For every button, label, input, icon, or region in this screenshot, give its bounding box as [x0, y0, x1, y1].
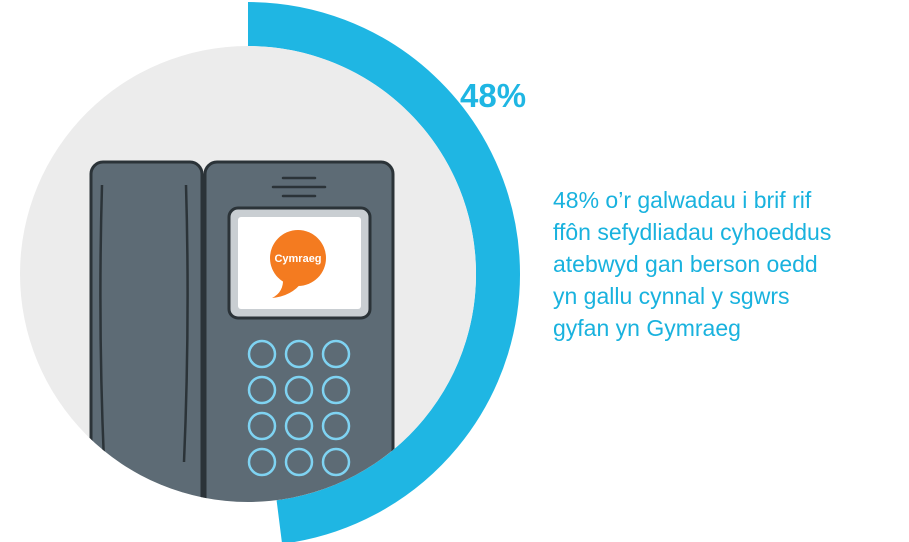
speech-bubble-icon: Cymraeg	[270, 230, 326, 298]
keypad-key	[284, 339, 314, 369]
keypad-key	[321, 339, 351, 369]
keypad-key	[247, 339, 277, 369]
phone-base: Cymraeg	[203, 160, 395, 502]
caption-line: ffôn sefydliadau cyhoeddus	[553, 219, 832, 245]
caption-line: yn gallu cynnal y sgwrs	[553, 283, 790, 309]
phone-handset	[89, 160, 204, 502]
keypad-key	[247, 375, 277, 405]
phone-screen: Cymraeg	[227, 206, 372, 320]
keypad-key	[284, 411, 314, 441]
keypad-key	[321, 447, 351, 477]
keypad-key	[247, 411, 277, 441]
keypad-key	[284, 447, 314, 477]
caption-line: atebwyd gan berson oedd	[553, 251, 818, 277]
keypad-key	[321, 375, 351, 405]
caption-line: gyfan yn Gymraeg	[553, 315, 741, 341]
screen-badge-label: Cymraeg	[274, 253, 321, 265]
progress-ring	[247, 2, 520, 542]
keypad	[247, 339, 351, 477]
desk-phone-icon: Cymraeg	[89, 160, 395, 502]
percent-value: 48%	[460, 77, 527, 114]
speaker-grille	[271, 176, 327, 198]
caption-line: 48% o’r galwadau i brif rif	[553, 187, 812, 213]
stat-caption: 48% o’r galwadau i brif rif ffôn sefydli…	[553, 184, 903, 344]
keypad-key	[284, 375, 314, 405]
keypad-key	[321, 411, 351, 441]
keypad-key	[247, 447, 277, 477]
